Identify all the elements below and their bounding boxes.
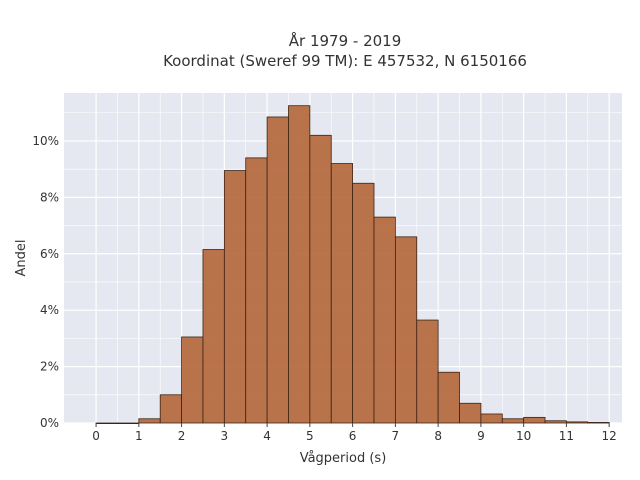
histogram-bar xyxy=(566,421,589,424)
histogram-bar xyxy=(159,394,182,424)
y-axis-ticks: 0% 2% 4% 6% 8% 10% xyxy=(32,134,59,430)
histogram-bar xyxy=(138,418,161,424)
histogram-bar xyxy=(202,249,225,424)
x-axis-ticks: 0 1 2 3 4 5 6 7 8 9 10 11 12 xyxy=(92,423,617,443)
chart-subtitle: Koordinat (Sweref 99 TM): E 457532, N 61… xyxy=(163,52,527,70)
histogram-bar xyxy=(223,170,247,424)
histogram-bars xyxy=(95,105,610,425)
x-tick-label: 7 xyxy=(392,429,400,443)
x-tick-label: 4 xyxy=(263,429,271,443)
x-tick-label: 9 xyxy=(477,429,485,443)
histogram-bar xyxy=(544,420,567,424)
y-tick-label: 0% xyxy=(40,416,59,430)
x-tick-label: 3 xyxy=(221,429,229,443)
x-tick-label: 5 xyxy=(306,429,314,443)
x-tick-label: 1 xyxy=(135,429,143,443)
x-tick-label: 2 xyxy=(178,429,186,443)
histogram-bar xyxy=(245,157,268,424)
histogram-bar xyxy=(373,216,396,424)
histogram-bar xyxy=(523,416,546,424)
histogram-bar xyxy=(288,105,311,424)
x-tick-label: 0 xyxy=(92,429,100,443)
y-tick-label: 2% xyxy=(40,360,59,374)
histogram-bar xyxy=(117,422,140,425)
histogram-bar xyxy=(330,163,354,424)
histogram-bar xyxy=(459,402,482,424)
histogram-bar xyxy=(587,422,610,424)
histogram-bar xyxy=(181,336,204,424)
y-axis-label: Andel xyxy=(14,240,29,277)
x-tick-label: 6 xyxy=(349,429,357,443)
x-tick-label: 11 xyxy=(559,429,574,443)
histogram-bar xyxy=(501,418,525,424)
histogram-bar xyxy=(309,134,332,424)
x-tick-label: 8 xyxy=(434,429,442,443)
y-tick-label: 8% xyxy=(40,190,59,204)
x-axis-label: Vågperiod (s) xyxy=(300,451,387,466)
y-tick-label: 4% xyxy=(40,303,59,317)
histogram-bar xyxy=(437,371,460,424)
histogram-bar xyxy=(480,413,503,424)
histogram-bar xyxy=(352,182,375,424)
histogram-bar xyxy=(394,236,418,424)
chart-title: År 1979 - 2019 xyxy=(289,31,402,50)
x-tick-label: 10 xyxy=(516,429,531,443)
y-tick-label: 10% xyxy=(32,134,59,148)
y-tick-label: 6% xyxy=(40,247,59,261)
histogram-bar xyxy=(416,319,439,424)
x-tick-label: 12 xyxy=(602,429,617,443)
histogram-bar xyxy=(95,422,118,425)
histogram-bar xyxy=(266,116,289,424)
